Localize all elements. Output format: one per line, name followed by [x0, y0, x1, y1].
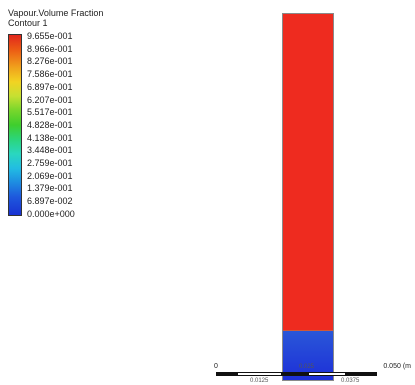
tick-label: 5.517e-001	[27, 107, 73, 118]
legend-title-variable: Vapour.Volume Fraction	[8, 8, 104, 18]
legend-title-contour: Contour 1	[8, 18, 48, 28]
tick-label: 4.138e-001	[27, 132, 73, 143]
scale-segment	[216, 372, 238, 376]
scale-quarter-label: 0.0125	[250, 378, 269, 384]
scale-start-label: 0	[214, 363, 218, 370]
tick-label: 9.655e-001	[27, 31, 73, 41]
scale-segment	[345, 372, 377, 376]
color-bar	[8, 34, 22, 216]
scale-end-value: 0.050	[383, 363, 401, 370]
legend-title: Vapour.Volume Fraction Contour 1	[8, 8, 103, 28]
scale-three-quarter-label: 0.0375	[341, 378, 360, 384]
scale-segment	[238, 372, 281, 376]
tick-label: 6.897e-001	[27, 81, 73, 92]
tick-label: 0.000e+000	[27, 208, 75, 219]
scale-end-unit: (m	[402, 363, 411, 370]
tick-label: 6.897e-002	[27, 196, 73, 207]
tick-label: 8.276e-001	[27, 56, 73, 67]
liquid-region	[283, 331, 333, 380]
contour-column	[282, 13, 334, 381]
tick-label: 7.586e-001	[27, 69, 73, 80]
tick-label: 1.379e-001	[27, 183, 73, 194]
scale-end-label: 0.050 (m	[383, 363, 411, 371]
tick-label: 2.069e-001	[27, 170, 73, 181]
tick-label: 3.448e-001	[27, 145, 73, 156]
tick-label: 8.966e-001	[27, 43, 73, 54]
tick-label: 4.828e-001	[27, 119, 73, 130]
tick-label: 2.759e-001	[27, 158, 73, 168]
tick-label: 6.207e-001	[27, 94, 73, 105]
vapour-region	[283, 14, 333, 331]
